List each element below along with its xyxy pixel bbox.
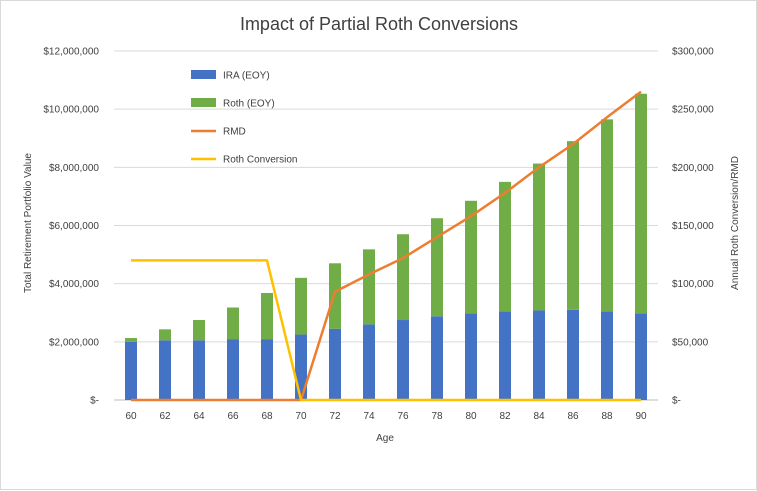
bar-roth-eoy [261, 292, 273, 340]
bar-roth-eoy [397, 234, 409, 321]
y-tick-label: $8,000,000 [49, 163, 99, 174]
bar-roth-eoy [363, 249, 375, 325]
y-tick-label: $- [90, 396, 99, 407]
x-tick-label: 82 [499, 411, 511, 422]
y2-tick-label: $- [672, 396, 681, 407]
bar-ira-eoy [261, 339, 273, 400]
legend-swatch [191, 70, 216, 79]
lines [131, 90, 642, 402]
line-rmd [131, 90, 642, 402]
bar-roth-eoy [601, 119, 613, 312]
y2-tick-label: $150,000 [672, 221, 714, 232]
y-tick-label: $12,000,000 [43, 47, 99, 58]
x-tick-label: 68 [261, 411, 273, 422]
x-tick-label: 78 [431, 411, 443, 422]
bar-ira-eoy [465, 313, 477, 400]
bar-ira-eoy [227, 339, 239, 400]
y2-tick-label: $250,000 [672, 105, 714, 116]
y-axis-left-ticks: $- $2,000,000 $4,000,000 $6,000,000 $8,000,0… [43, 47, 99, 407]
bar-roth-eoy [159, 329, 171, 341]
y2-tick-label: $100,000 [672, 279, 714, 290]
bar-roth-eoy [295, 277, 307, 335]
bar-roth-eoy [125, 338, 137, 342]
bar-roth-eoy [329, 263, 341, 329]
bar-roth-eoy [227, 307, 239, 340]
legend-swatch [191, 98, 216, 107]
bar-ira-eoy [125, 341, 137, 400]
y2-tick-label: $200,000 [672, 163, 714, 174]
bar-ira-eoy [329, 328, 341, 400]
bar-roth-eoy [499, 181, 511, 312]
y-axis-right-ticks: $- $50,000 $100,000 $150,000 $200,000 $250,00… [672, 47, 714, 407]
x-tick-label: 90 [635, 411, 647, 422]
line-roth-conversion [131, 259, 641, 402]
legend-label: Roth (EOY) [223, 99, 275, 110]
y-axis-right-title: Annual Roth Conversion/RMD [730, 156, 741, 290]
x-tick-label: 66 [227, 411, 239, 422]
y-tick-label: $6,000,000 [49, 221, 99, 232]
x-tick-label: 60 [125, 411, 137, 422]
bar-ira-eoy [363, 324, 375, 400]
y-tick-label: $10,000,000 [43, 105, 99, 116]
x-tick-label: 72 [329, 411, 341, 422]
bar-roth-eoy [635, 93, 647, 314]
bar-ira-eoy [567, 309, 579, 400]
y-tick-label: $4,000,000 [49, 279, 99, 290]
bar-ira-eoy [159, 340, 171, 400]
x-tick-label: 76 [397, 411, 409, 422]
x-tick-label: 64 [193, 411, 205, 422]
bar-roth-eoy [533, 163, 545, 311]
chart-title: Impact of Partial Roth Conversions [240, 14, 518, 34]
bar-ira-eoy [397, 320, 409, 400]
bar-roth-eoy [567, 141, 579, 310]
bar-roth-eoy [193, 320, 205, 341]
x-tick-label: 62 [159, 411, 171, 422]
legend-label: RMD [223, 127, 246, 138]
x-axis-ticks: 60 62 64 66 68 70 72 74 76 78 80 82 84 86 88 90 [125, 411, 647, 422]
bar-ira-eoy [499, 311, 511, 400]
bar-ira-eoy [635, 313, 647, 400]
y2-tick-label: $50,000 [672, 337, 709, 348]
x-tick-label: 70 [295, 411, 307, 422]
x-tick-label: 74 [363, 411, 375, 422]
x-tick-label: 88 [601, 411, 613, 422]
bar-ira-eoy [193, 340, 205, 400]
y2-tick-label: $300,000 [672, 47, 714, 58]
y-tick-label: $2,000,000 [49, 337, 99, 348]
x-axis-title: Age [376, 433, 394, 444]
bar-ira-eoy [431, 316, 443, 400]
x-tick-label: 86 [567, 411, 579, 422]
legend-label: IRA (EOY) [223, 71, 270, 82]
bar-ira-eoy [601, 311, 613, 400]
bar-ira-eoy [533, 310, 545, 400]
y-axis-left-title: Total Retirement Portfolio Value [23, 153, 34, 293]
legend: IRA (EOY) Roth (EOY) RMD Roth Conversion [191, 70, 297, 166]
bar-roth-eoy [465, 200, 477, 314]
bar-roth-eoy [431, 218, 443, 317]
bars [125, 93, 647, 400]
x-tick-label: 80 [465, 411, 477, 422]
x-tick-label: 84 [533, 411, 545, 422]
legend-label: Roth Conversion [223, 155, 297, 166]
